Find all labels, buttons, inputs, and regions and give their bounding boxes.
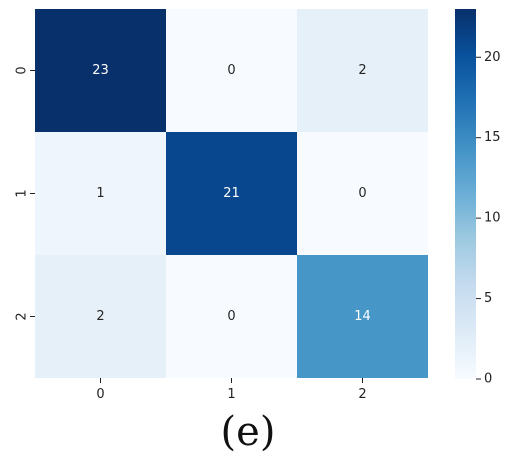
colorbar-tick-label-4: 20	[484, 50, 501, 65]
heatmap-cell-1-0	[35, 132, 166, 255]
colorbar-gradient	[455, 9, 476, 379]
cell-value-label-2-1: 0	[227, 309, 235, 324]
heatmap-cell-1-1	[166, 132, 297, 255]
column-tick-label-2: 2	[358, 387, 366, 402]
cell-value-label-2-0: 2	[96, 309, 104, 324]
column-tick-label-0: 0	[96, 387, 104, 402]
chart-caption: (e)	[221, 409, 276, 455]
heatmap-cells: 23 0 21 21 02 0 14	[35, 9, 428, 378]
colorbar-tick-label-1: 5	[484, 291, 492, 306]
row-tick-label-2: 2	[15, 312, 30, 320]
cell-value-label-0-2: 2	[358, 63, 366, 78]
column-tick-labels: 0 1 2	[96, 378, 367, 402]
colorbar-tick-label-0: 0	[484, 372, 492, 387]
heatmap-cell-1-2	[297, 132, 428, 255]
cell-value-label-1-2: 0	[358, 186, 366, 201]
row-tick-label-0: 0	[15, 66, 30, 74]
colorbar: 0 5 10 15 20	[455, 9, 501, 387]
cell-value-label-0-0: 23	[92, 63, 109, 78]
row-tick-label-1: 1	[15, 189, 30, 197]
row-tick-labels: 0 1 2	[15, 66, 35, 321]
cell-value-label-1-1: 21	[223, 186, 240, 201]
column-tick-label-1: 1	[227, 387, 235, 402]
colorbar-tick-label-2: 10	[484, 211, 501, 226]
heatmap-cell-2-2	[297, 255, 428, 378]
cell-value-label-1-0: 1	[96, 186, 104, 201]
colorbar-tick-label-3: 15	[484, 130, 501, 145]
heatmap-cell-0-0	[35, 9, 166, 132]
heatmap-cell-0-1	[166, 9, 297, 132]
heatmap-cell-2-0	[35, 255, 166, 378]
cell-value-label-2-2: 14	[354, 309, 371, 324]
heatmap-cell-2-1	[166, 255, 297, 378]
cell-value-label-0-1: 0	[227, 63, 235, 78]
heatmap-cell-0-2	[297, 9, 428, 132]
